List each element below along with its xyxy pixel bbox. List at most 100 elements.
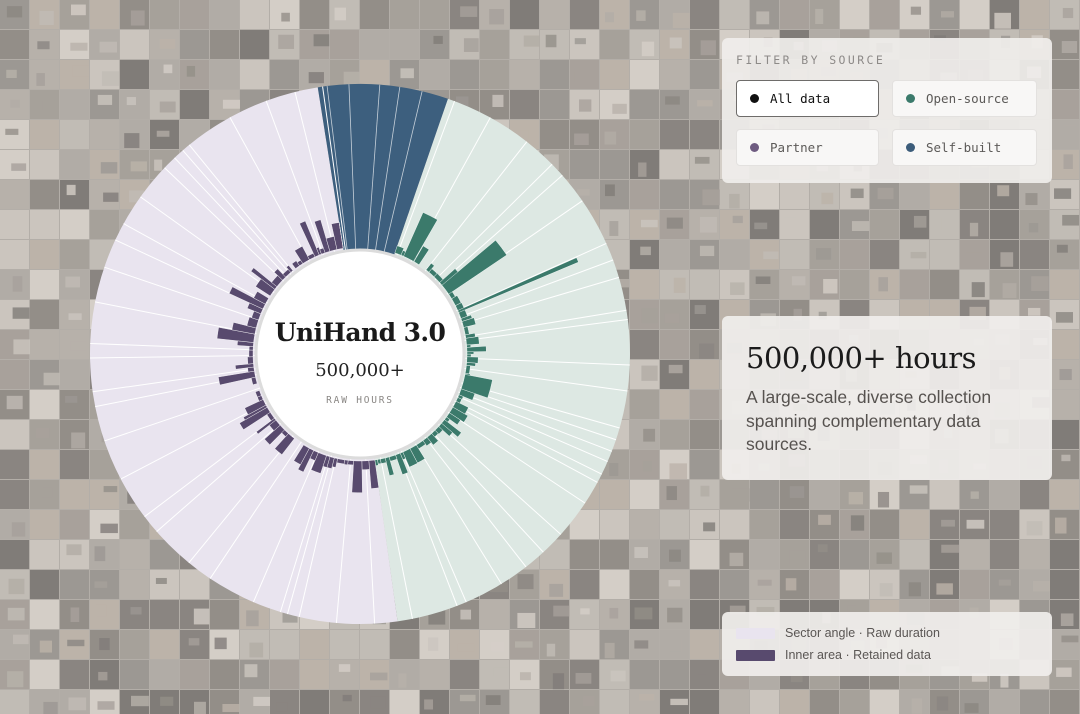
sector-divider (432, 163, 553, 283)
info-description: A large-scale, diverse collection spanni… (746, 387, 992, 454)
sector-divider (286, 452, 334, 615)
sector-divider (461, 357, 630, 366)
filter-self-built-label: Self-built (926, 140, 1002, 155)
partner-retained-bar (293, 444, 310, 465)
sector-divider (326, 85, 348, 253)
sector-divider (455, 259, 614, 319)
sector-divider (396, 448, 458, 607)
sector-divider (453, 394, 608, 463)
self-built-outer-sector (317, 84, 448, 258)
open-source-retained-bar (403, 212, 438, 262)
open-source-retained-bar (466, 356, 479, 364)
sector-divider (461, 318, 628, 342)
sector-divider (188, 144, 296, 276)
partner-retained-bar (248, 349, 254, 358)
sector-divider (229, 117, 312, 265)
filter-all-data-label: All data (770, 91, 831, 106)
partner-retained-bar (247, 356, 254, 365)
legend-item-sector-angle: Sector angle · Raw duration (736, 626, 940, 640)
sector-divider (365, 455, 376, 624)
open-source-retained-bar (413, 245, 430, 266)
sector-divider (374, 86, 401, 254)
sector-divider (428, 428, 544, 553)
filter-title: FILTER BY SOURCE (736, 53, 886, 67)
sector-divider (144, 415, 279, 518)
filter-all-data-button[interactable]: All data (736, 80, 879, 117)
info-card: 500,000+ hours A large-scale, diverse co… (722, 316, 1052, 480)
sector-divider (164, 167, 287, 284)
sector-divider (444, 409, 586, 504)
sector-divider (383, 91, 423, 255)
sector-divider (460, 367, 628, 392)
sector-divider (454, 390, 613, 452)
sector-divider (452, 242, 607, 313)
filter-open-source-label: Open-source (926, 91, 1009, 106)
open-source-retained-bar (374, 459, 379, 466)
open-source-retained-bar (466, 353, 472, 358)
partner-retained-bar (351, 460, 363, 493)
partner-retained-bar (347, 460, 354, 466)
open-source-retained-bar (457, 257, 579, 313)
info-title: 500,000+ hours (746, 341, 977, 375)
sector-divider (335, 455, 352, 624)
sector-divider (140, 196, 278, 296)
sector-divider (104, 266, 264, 322)
legend-label-inner-area: Inner area · Retained data (785, 648, 931, 662)
sector-divider (298, 453, 338, 618)
sector-divider (188, 432, 296, 564)
partner-retained-bar (253, 291, 269, 305)
legend-label-sector-angle: Sector angle · Raw duration (785, 626, 940, 640)
all-data-dot-icon (750, 94, 759, 103)
legend-swatch-dark (736, 649, 775, 661)
sector-divider (457, 276, 620, 326)
legend-item-inner-area: Inner area · Retained data (736, 648, 931, 662)
sector-divider (322, 86, 347, 254)
sector-divider (294, 91, 336, 256)
open-source-retained-bar (441, 239, 508, 295)
sector-divider (379, 453, 413, 619)
raw-hours-label: RAW HOURS (326, 395, 394, 406)
sector-divider (435, 421, 562, 535)
sector-divider (348, 84, 357, 253)
open-source-retained-bar (466, 345, 487, 353)
sector-divider (395, 100, 456, 259)
sector-divider (104, 386, 264, 442)
open-source-retained-bar (460, 374, 493, 399)
partner-dot-icon (750, 143, 759, 152)
sector-divider (123, 223, 271, 306)
sector-divider (422, 434, 527, 568)
sector-divider (436, 174, 563, 287)
sector-divider (209, 438, 304, 579)
sector-divider (367, 84, 381, 253)
sector-divider (90, 342, 259, 351)
sector-divider (252, 447, 321, 603)
filter-panel: FILTER BY SOURCE All data Open-source Pa… (722, 38, 1052, 183)
dataset-title: UniHand 3.0 (274, 318, 446, 347)
filter-partner-button[interactable]: Partner (736, 129, 879, 166)
open-source-dot-icon (906, 94, 915, 103)
sector-divider (460, 309, 627, 338)
sector-divider (265, 100, 326, 259)
self-built-dot-icon (906, 143, 915, 152)
sector-divider (120, 400, 270, 480)
partner-retained-bar (286, 265, 294, 273)
sector-divider (182, 149, 294, 278)
raw-hours-value: 500,000+ (315, 360, 405, 381)
sector-divider (90, 355, 259, 359)
filter-partner-label: Partner (770, 140, 823, 155)
filter-self-built-button[interactable]: Self-built (892, 129, 1037, 166)
sector-divider (174, 157, 291, 281)
partner-retained-bar (338, 221, 344, 249)
sector-divider (156, 420, 284, 532)
partner-retained-bar (361, 460, 370, 470)
sector-divider (92, 367, 260, 393)
sector-divider (449, 402, 598, 483)
legend: Sector angle · Raw duration Inner area ·… (722, 612, 1052, 676)
sector-divider (399, 447, 467, 603)
sector-divider (422, 141, 528, 275)
partner-retained-bar (255, 390, 262, 398)
sector-divider (451, 398, 602, 475)
filter-open-source-button[interactable]: Open-source (892, 80, 1037, 117)
open-source-retained-bar (466, 351, 475, 355)
